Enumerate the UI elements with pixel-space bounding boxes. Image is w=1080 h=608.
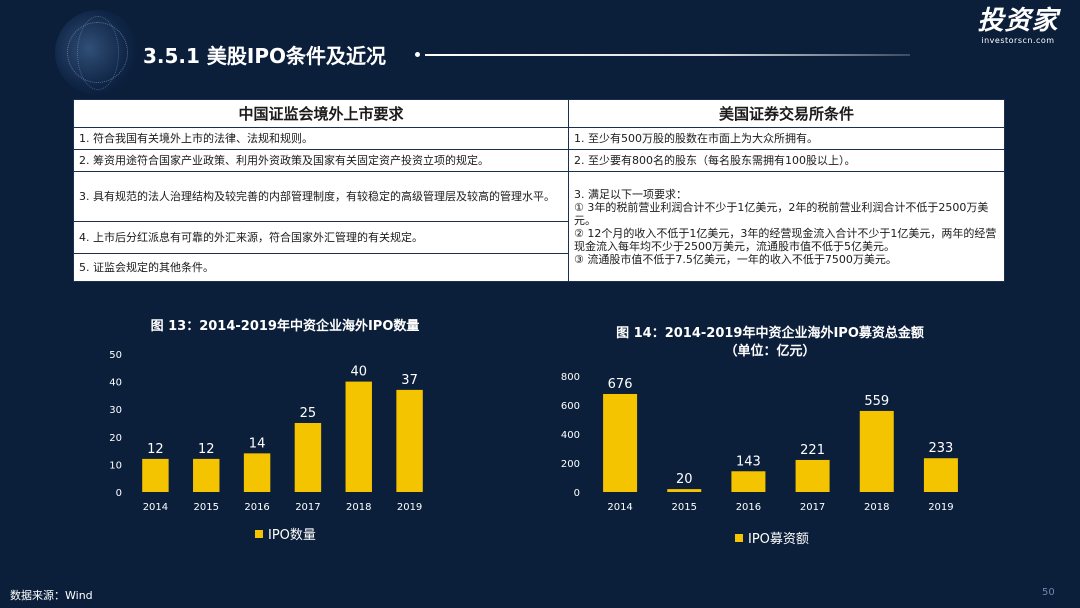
- chart1-legend: IPO数量: [255, 524, 316, 543]
- data-label: 20: [676, 472, 693, 487]
- bar: [731, 471, 766, 492]
- us-req-3-intro: 3. 满足以下一项要求：: [574, 187, 687, 201]
- csrc-req-2: 2. 筹资用途符合国家产业政策、利用外资政策及国家有关固定资产投资立项的规定。: [73, 149, 569, 172]
- table-row: 3. 具有规范的法人治理结构及较完善的内部管理制度，有较稳定的高级管理层及较高的…: [73, 171, 1005, 282]
- legend-swatch: [735, 533, 743, 542]
- header-us-exchange: 美国证券交易所条件: [568, 99, 1005, 128]
- y-tick-label: 30: [109, 405, 122, 416]
- legend-label: IPO募资额: [748, 532, 809, 547]
- us-req-2: 2. 至少要有800名的股东（每名股东需拥有100股以上）。: [568, 149, 1005, 172]
- x-tick-label: 2017: [800, 502, 825, 513]
- data-source: 数据来源：Wind: [10, 589, 93, 602]
- legend-swatch: [255, 529, 263, 538]
- data-label: 37: [401, 373, 418, 388]
- data-label: 143: [736, 454, 761, 469]
- bar: [923, 458, 958, 492]
- csrc-req-5: 5. 证监会规定的其他条件。: [73, 253, 569, 282]
- bar: [603, 393, 638, 492]
- logo-url: investorscn.com: [981, 36, 1055, 45]
- data-label: 676: [608, 377, 633, 392]
- bar: [795, 459, 830, 492]
- x-tick-label: 2016: [244, 502, 269, 513]
- data-label: 12: [198, 442, 215, 457]
- data-label: 221: [800, 443, 825, 458]
- chart2-title-main: 图 14：2014-2019年中资企业海外IPO募资总金额: [616, 326, 924, 341]
- csrc-req-3: 3. 具有规范的法人治理结构及较完善的内部管理制度，有较稳定的高级管理层及较高的…: [73, 171, 569, 222]
- table-row: 1. 符合我国有关境外上市的法律、法规和规则。 1. 至少有500万股的股数在市…: [73, 127, 1005, 150]
- ipo-amount-chart: 0 200 400 600 800 676 2014 20 2015 143 2016 221 2017…: [561, 372, 958, 513]
- bar: [193, 458, 220, 492]
- table-row: 4. 上市后分红派息有可靠的外汇来源，符合国家外汇管理的有关规定。: [73, 221, 1005, 254]
- data-label: 25: [300, 406, 317, 421]
- chart1-title: 图 13：2014-2019年中资企业海外IPO数量: [150, 319, 420, 334]
- us-req-3-content: 3. 满足以下一项要求： ① 3年的税前营业利润合计不少于1亿美元，2年的税前营…: [574, 188, 999, 266]
- header-csrc: 中国证监会境外上市要求: [73, 99, 569, 128]
- ipo-count-chart: 0 10 20 30 40 50 12 2014 12 2015 14 2016 25 2017 40 201…: [109, 350, 423, 513]
- x-tick-label: 2018: [346, 502, 371, 513]
- bar: [345, 381, 372, 492]
- bar: [396, 389, 423, 492]
- table-header-row: 中国证监会境外上市要求 美国证券交易所条件: [73, 99, 1005, 128]
- us-req-3-option-2: ② 12个月的收入不低于1亿美元，3年的经营现金流入合计不少于1亿美元，两年的经…: [574, 226, 997, 253]
- conditions-table: 中国证监会境外上市要求 美国证券交易所条件 1. 符合我国有关境外上市的法律、法…: [73, 99, 1005, 282]
- y-tick-label: 600: [561, 401, 580, 412]
- title-underline: [415, 52, 910, 57]
- brand-logo: 投资家 investorscn.com: [968, 6, 1068, 46]
- y-tick-label: 20: [109, 433, 122, 444]
- y-tick-label: 50: [109, 350, 122, 361]
- y-tick-label: 10: [109, 460, 122, 471]
- data-label: 12: [147, 442, 164, 457]
- x-tick-label: 2014: [143, 502, 168, 513]
- y-tick-label: 200: [561, 459, 580, 470]
- data-label: 559: [864, 394, 889, 409]
- table-row: 2. 筹资用途符合国家产业政策、利用外资政策及国家有关固定资产投资立项的规定。 …: [73, 149, 1005, 172]
- x-tick-label: 2018: [864, 502, 889, 513]
- y-tick-label: 40: [109, 378, 122, 389]
- y-tick-label: 0: [574, 488, 580, 499]
- chart2-title: 图 14：2014-2019年中资企业海外IPO募资总金额 （单位：亿元）: [590, 325, 950, 361]
- y-tick-label: 400: [561, 430, 580, 441]
- data-label: 233: [929, 441, 954, 456]
- bar: [243, 453, 271, 492]
- y-tick-label: 0: [116, 488, 122, 499]
- x-tick-label: 2016: [736, 502, 761, 513]
- bar: [294, 423, 322, 492]
- table-row: 5. 证监会规定的其他条件。: [73, 253, 1005, 282]
- globe-decoration: [55, 10, 140, 95]
- x-tick-label: 2015: [194, 502, 219, 513]
- x-tick-label: 2014: [607, 502, 632, 513]
- x-tick-label: 2019: [928, 502, 953, 513]
- y-tick-label: 800: [561, 372, 580, 383]
- x-tick-label: 2017: [295, 502, 320, 513]
- data-label: 40: [350, 365, 367, 380]
- bar: [859, 410, 894, 492]
- legend-label: IPO数量: [268, 528, 316, 543]
- page-title: 3.5.1 美股IPO条件及近况: [143, 44, 387, 68]
- csrc-req-4: 4. 上市后分红派息有可靠的外汇来源，符合国家外汇管理的有关规定。: [73, 221, 569, 254]
- page-number: 50: [1042, 587, 1055, 598]
- us-req-3: 3. 满足以下一项要求： ① 3年的税前营业利润合计不少于1亿美元，2年的税前营…: [568, 171, 1005, 282]
- logo-text: 投资家: [977, 6, 1059, 36]
- bar: [142, 458, 169, 492]
- chart2-legend: IPO募资额: [735, 528, 809, 547]
- data-label: 14: [249, 436, 266, 451]
- x-tick-label: 2015: [672, 502, 697, 513]
- x-tick-label: 2019: [397, 502, 422, 513]
- chart2-subtitle: （单位：亿元）: [724, 344, 816, 359]
- us-req-3-option-1: ① 3年的税前营业利润合计不少于1亿美元，2年的税前营业利润合计不低于2500万…: [574, 200, 989, 227]
- bar: [667, 489, 702, 492]
- csrc-req-1: 1. 符合我国有关境外上市的法律、法规和规则。: [73, 127, 569, 150]
- us-req-3-option-3: ③ 流通股市值不低于7.5亿美元，一年的收入不低于7500万美元。: [574, 252, 897, 266]
- us-req-1: 1. 至少有500万股的股数在市面上为大众所拥有。: [568, 127, 1005, 150]
